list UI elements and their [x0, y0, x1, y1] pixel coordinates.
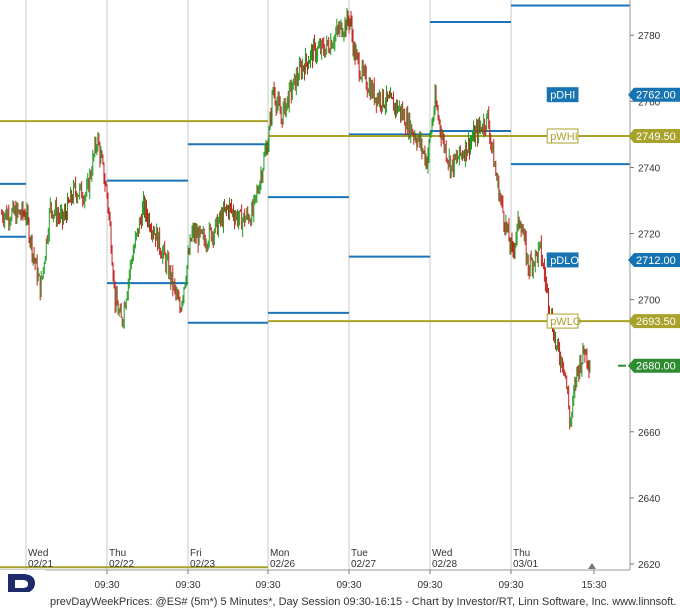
day-date-label: 02/23: [190, 559, 215, 570]
level-value: 2712.00: [636, 255, 676, 267]
level-value: 2693.50: [636, 316, 676, 328]
day-weekday-label: Wed: [28, 548, 48, 559]
day-date-label: 02/27: [351, 559, 376, 570]
level-name: pWHI: [550, 131, 578, 143]
level-value-box: [628, 129, 680, 144]
level-name: pDHI: [550, 90, 575, 102]
time-tick-label: 15:30: [581, 580, 606, 591]
level-badge-pwhi: pWHI 2749.50: [546, 128, 680, 144]
price-chart: 262026402660268027002720274027602780 pDH…: [0, 0, 680, 591]
time-tick-label: 09:30: [336, 580, 361, 591]
level-name-box: [546, 87, 579, 103]
day-date-label: 02/28: [432, 559, 457, 570]
time-tick-label: 09:30: [417, 580, 442, 591]
day-date-label: 02/22: [109, 559, 134, 570]
time-tick-label: 09:30: [498, 580, 523, 591]
day-weekday-label: Wed: [432, 548, 452, 559]
level-name: pDLO: [550, 255, 579, 267]
day-weekday-label: Mon: [270, 548, 289, 559]
day-date-label: 02/26: [270, 559, 295, 570]
candles: [1, 7, 591, 430]
chart-footer: prevDayWeekPrices: @ES# (5m*) 5 Minutes*…: [0, 592, 680, 612]
level-value-box: [628, 314, 680, 329]
level-name: pWLO: [550, 316, 582, 328]
current-time-marker-icon: [588, 563, 596, 569]
day-weekday-label: Tue: [351, 548, 368, 559]
level-value: 2749.50: [636, 131, 676, 143]
footer-caption: prevDayWeekPrices: @ES# (5m*) 5 Minutes*…: [50, 596, 677, 608]
level-badge-pdlo: pDLO 2712.00: [546, 252, 680, 268]
price-tick-label: 2640: [638, 494, 661, 505]
price-tick-label: 2660: [638, 428, 661, 439]
level-value-box: [628, 252, 680, 267]
time-tick-label: 09:30: [94, 580, 119, 591]
price-tick-label: 2700: [638, 296, 661, 307]
level-lines: [0, 4, 630, 569]
day-date-label: 02/21: [28, 559, 53, 570]
price-axis: 262026402660268027002720274027602780: [629, 0, 661, 571]
last-price-value: 2680.00: [636, 361, 676, 373]
day-weekday-label: Fri: [190, 548, 202, 559]
price-tick-label: 2760: [638, 97, 661, 108]
price-tick-label: 2740: [638, 163, 661, 174]
day-weekday-label: Thu: [109, 548, 126, 559]
price-tick-label: 2620: [638, 560, 661, 571]
level-name-box: [546, 252, 579, 268]
price-tick-label: 2780: [638, 31, 661, 42]
level-badges: pDHI 2762.00 pWHI 2749.50 pDLO 2712.00 pWLO 269…: [546, 87, 680, 373]
time-tick-label: 09:30: [175, 580, 200, 591]
level-name-box: [546, 313, 579, 329]
level-badge-pwlo: pWLO 2693.50: [546, 313, 680, 329]
day-weekday-label: Thu: [513, 548, 530, 559]
day-date-label: 03/01: [513, 559, 538, 570]
day-grid: [0, 0, 630, 571]
level-value-box: [628, 87, 680, 102]
level-name-box: [546, 128, 579, 144]
level-value: 2762.00: [636, 90, 676, 102]
last-price-badge: 2680.00: [618, 358, 680, 373]
last-price-box: [628, 358, 680, 373]
time-tick-label: 09:30: [255, 580, 280, 591]
price-tick-label: 2720: [638, 230, 661, 241]
level-badge-pdhi: pDHI 2762.00: [546, 87, 680, 103]
